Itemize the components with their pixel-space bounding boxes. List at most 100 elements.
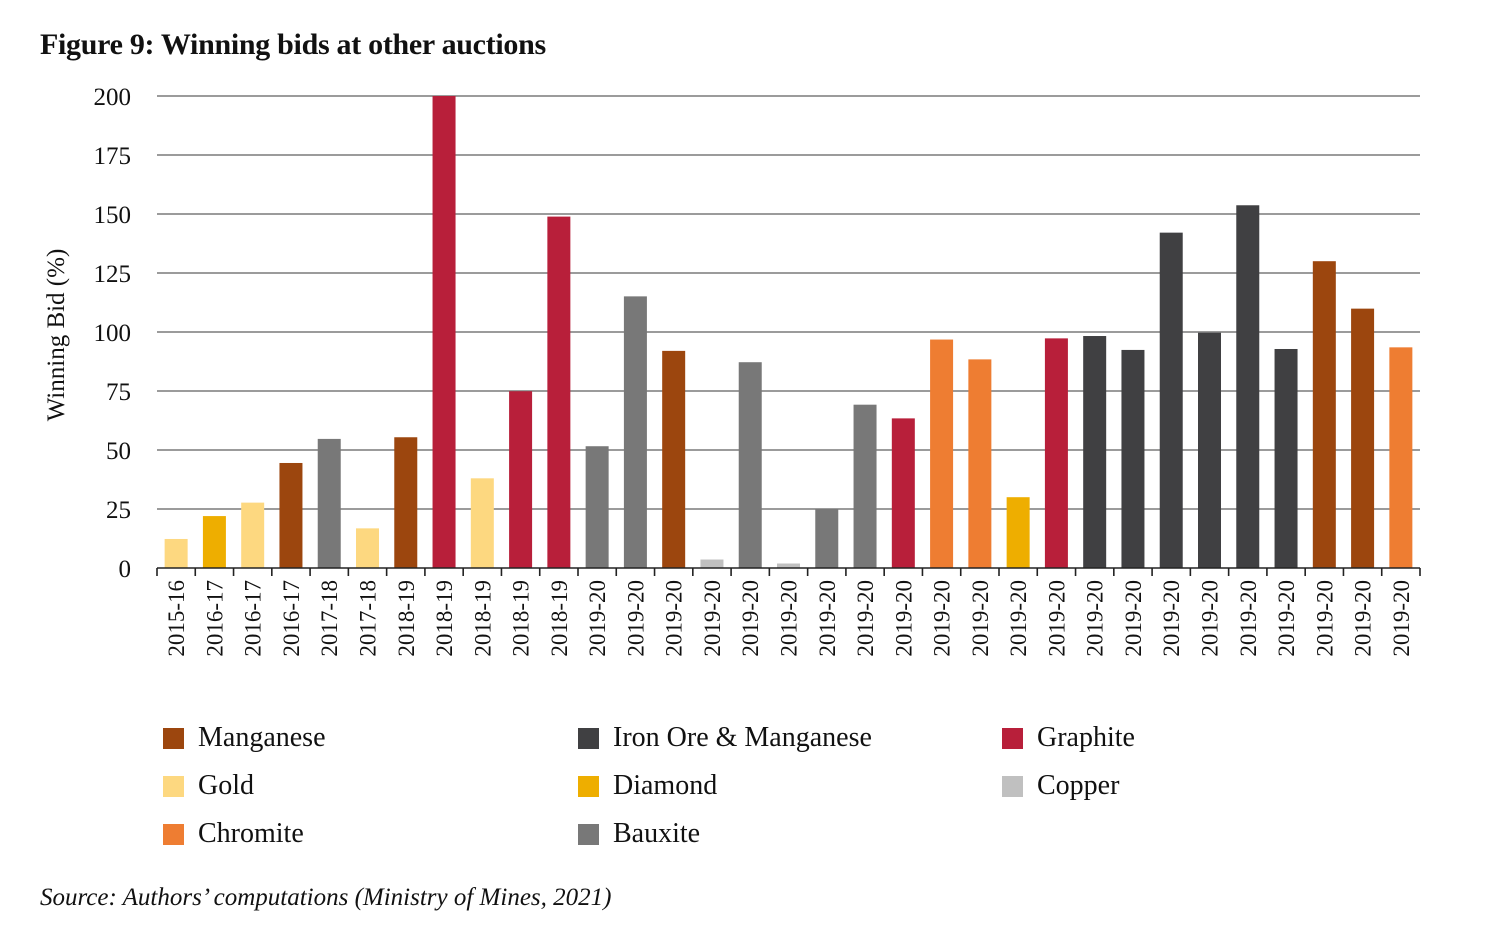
x-tick-label: 2019-20 xyxy=(1312,580,1337,657)
legend-label: Manganese xyxy=(198,722,326,753)
legend-item: Iron Ore & Manganese xyxy=(578,722,872,754)
x-tick-label: 2019-20 xyxy=(1044,580,1069,657)
y-tick-label: 50 xyxy=(106,438,131,465)
bar-copper xyxy=(777,563,800,568)
legend-item: Chromite xyxy=(163,818,304,850)
bar-iron-ore-manganese xyxy=(1274,348,1298,568)
bar-diamond xyxy=(202,516,226,568)
x-tick-labels: 2015-16 2016-17 2016-17 2016-17 2017-18 2017-… xyxy=(164,580,1414,657)
bars xyxy=(164,96,1413,569)
legend-item: Diamond xyxy=(578,770,717,802)
y-tick-labels: 0 25 50 75 100 125 150 175 200 xyxy=(94,84,132,583)
x-tick-label: 2019-20 xyxy=(891,580,916,657)
x-tick-label: 2018-19 xyxy=(470,580,495,657)
x-tick-label: 2019-20 xyxy=(1006,580,1031,657)
legend-label: Iron Ore & Manganese xyxy=(613,722,872,753)
x-tick-label: 2019-20 xyxy=(1083,580,1108,657)
legend-swatch xyxy=(578,727,599,749)
x-tick-label: 2018-19 xyxy=(509,580,534,657)
bar-iron-ore-manganese xyxy=(1198,332,1221,568)
bar-chromite xyxy=(968,359,992,568)
x-tick-label: 2019-20 xyxy=(1121,580,1146,657)
x-tick-label: 2019-20 xyxy=(815,580,840,657)
legend-item: Copper xyxy=(1002,770,1119,802)
x-tick-label: 2016-17 xyxy=(279,580,304,657)
x-tick-label: 2019-20 xyxy=(853,580,878,657)
x-axis xyxy=(156,567,1421,576)
legend-swatch xyxy=(1002,775,1023,797)
bar-copper xyxy=(700,559,724,568)
legend-label: Diamond xyxy=(613,770,718,801)
x-tick-label: 2018-19 xyxy=(547,580,572,657)
x-tick-label: 2019-20 xyxy=(662,580,687,657)
x-tick-label: 2015-16 xyxy=(164,580,189,657)
legend-swatch xyxy=(578,775,599,797)
x-tick-label: 2019-20 xyxy=(700,580,725,657)
x-tick-label: 2019-20 xyxy=(1198,580,1223,657)
y-tick-label: 175 xyxy=(94,143,132,170)
source-note: Source: Authors’ computations (Ministry … xyxy=(40,884,612,911)
chart-title: Figure 9: Winning bids at other auctions xyxy=(40,28,546,61)
legend-item: Graphite xyxy=(1002,722,1135,754)
bar-manganese xyxy=(1312,261,1336,568)
legend-swatch xyxy=(163,823,184,845)
legend-swatch xyxy=(163,775,184,797)
x-tick-label: 2016-17 xyxy=(241,580,266,657)
bar-bauxite xyxy=(853,404,877,568)
x-tick-label: 2017-18 xyxy=(356,580,381,657)
legend-label: Bauxite xyxy=(613,818,701,849)
legend-item: Manganese xyxy=(163,722,326,754)
x-tick-label: 2017-18 xyxy=(317,580,342,657)
legend-label: Gold xyxy=(198,770,254,801)
bar-graphite xyxy=(509,391,533,568)
bar-graphite xyxy=(891,418,915,568)
bar-bauxite xyxy=(623,296,647,568)
x-tick-label: 2019-20 xyxy=(1389,580,1414,657)
bar-manganese xyxy=(662,350,686,568)
x-tick-label: 2016-17 xyxy=(202,580,227,657)
y-tick-label: 0 xyxy=(119,556,132,583)
legend-label: Chromite xyxy=(198,818,304,849)
bar-bauxite xyxy=(317,438,341,568)
bar-chromite xyxy=(930,339,954,568)
legend-swatch xyxy=(163,727,184,749)
x-tick-label: 2019-20 xyxy=(1236,580,1261,657)
x-tick-label: 2019-20 xyxy=(777,580,802,657)
legend-item: Bauxite xyxy=(578,818,700,850)
legend-label: Copper xyxy=(1037,770,1120,801)
y-tick-label: 125 xyxy=(94,261,132,288)
bar-graphite xyxy=(1044,338,1068,568)
legend-swatch xyxy=(1002,727,1023,749)
x-tick-label: 2019-20 xyxy=(1159,580,1184,657)
bar-gold xyxy=(356,528,379,568)
bar-gold xyxy=(241,502,265,568)
bar-graphite xyxy=(547,216,571,568)
y-tick-label: 100 xyxy=(94,320,132,347)
bar-iron-ore-manganese xyxy=(1159,232,1183,569)
gridlines xyxy=(157,95,1420,510)
bar-iron-ore-manganese xyxy=(1083,336,1107,568)
bar-bauxite xyxy=(738,362,762,568)
bar-manganese xyxy=(279,462,303,568)
bar-iron-ore-manganese xyxy=(1236,205,1260,568)
x-tick-label: 2018-19 xyxy=(394,580,419,657)
bar-chromite xyxy=(1389,347,1413,568)
bar-manganese xyxy=(1351,308,1375,568)
y-axis-title: Winning Bid (%) xyxy=(43,249,70,422)
x-tick-label: 2018-19 xyxy=(432,580,457,657)
legend-swatch xyxy=(578,823,599,845)
bar-manganese xyxy=(394,437,418,568)
y-tick-label: 200 xyxy=(94,84,132,111)
legend-item: Gold xyxy=(163,770,254,802)
y-tick-label: 75 xyxy=(106,379,131,406)
y-tick-label: 25 xyxy=(106,497,131,524)
bar-iron-ore-manganese xyxy=(1121,349,1145,568)
x-tick-label: 2019-20 xyxy=(1351,580,1376,657)
bar-diamond xyxy=(1006,497,1030,568)
x-tick-label: 2019-20 xyxy=(623,580,648,657)
bar-bauxite xyxy=(585,446,609,568)
bar-gold xyxy=(470,478,494,568)
x-tick-label: 2019-20 xyxy=(585,580,610,657)
bar-graphite xyxy=(432,96,456,568)
